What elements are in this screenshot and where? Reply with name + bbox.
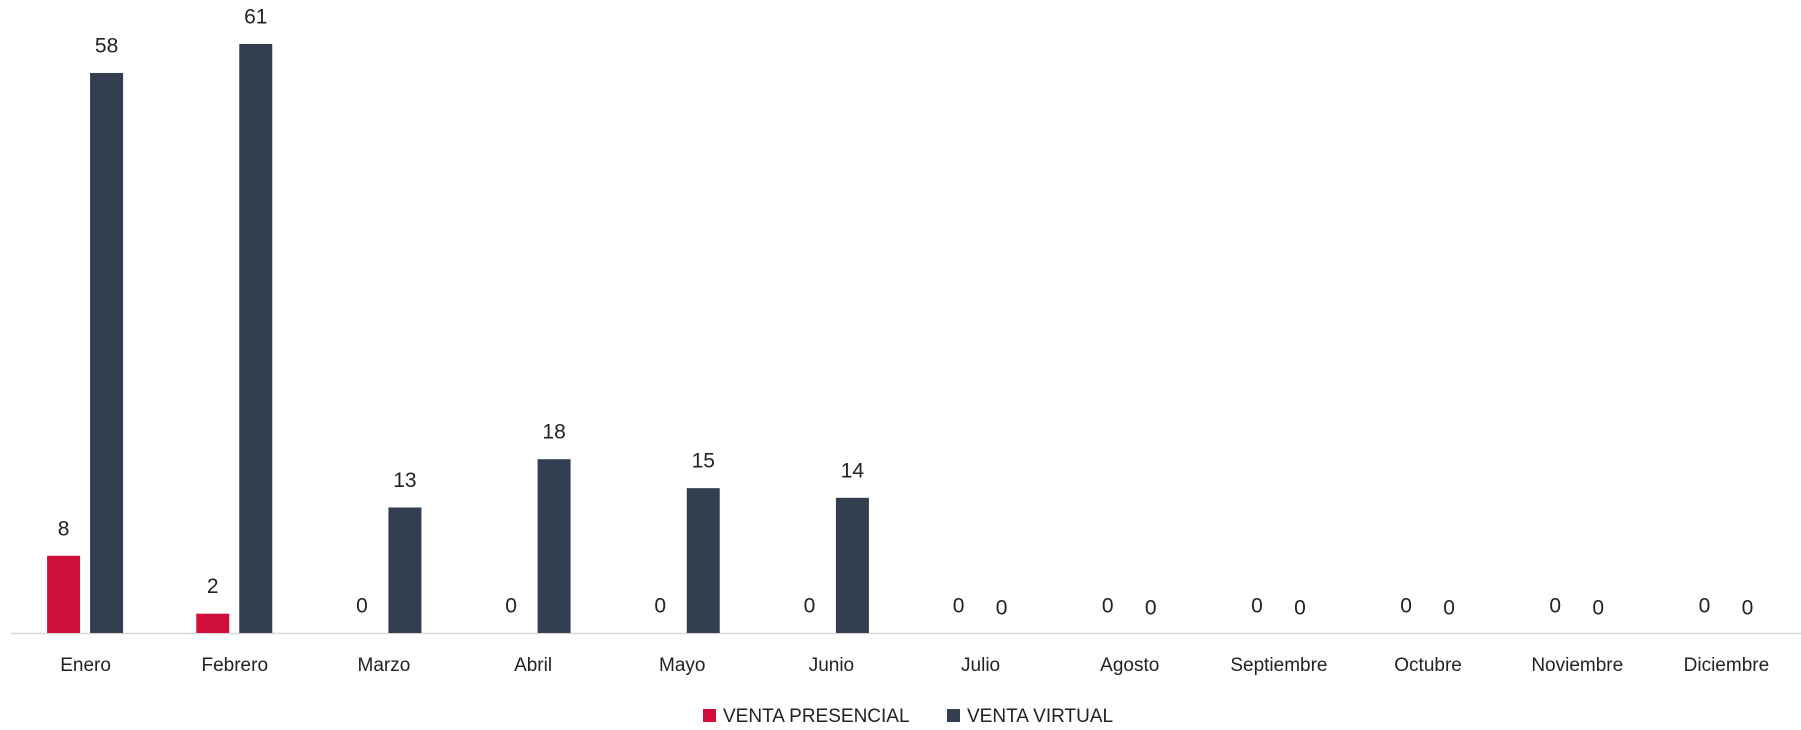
legend-label: VENTA VIRTUAL <box>967 706 1113 727</box>
data-label: 8 <box>58 517 70 540</box>
data-label: 15 <box>692 450 715 473</box>
x-tick-label: Enero <box>60 655 111 676</box>
data-label: 0 <box>1549 595 1561 618</box>
data-label: 0 <box>804 595 816 618</box>
data-label: 0 <box>1592 597 1604 620</box>
x-tick-label: Mayo <box>659 655 705 676</box>
bar <box>90 72 124 633</box>
bar <box>835 497 869 633</box>
data-label: 0 <box>1294 597 1306 620</box>
data-label: 61 <box>244 6 267 29</box>
bar <box>686 488 720 633</box>
data-label: 58 <box>95 35 118 58</box>
x-tick-label: Abril <box>514 655 552 676</box>
x-tick-label: Noviembre <box>1531 655 1623 676</box>
x-tick-label: Septiembre <box>1230 655 1327 676</box>
x-tick-label: Diciembre <box>1684 655 1770 676</box>
bar <box>239 44 273 633</box>
bar <box>47 555 81 633</box>
bar <box>388 507 422 633</box>
data-label: 0 <box>996 597 1008 620</box>
data-label: 0 <box>654 595 666 618</box>
bar <box>537 459 571 633</box>
data-label: 13 <box>393 469 416 492</box>
data-label: 0 <box>356 595 368 618</box>
x-tick-label: Agosto <box>1100 655 1159 676</box>
data-label: 0 <box>505 595 517 618</box>
x-tick-label: Julio <box>961 655 1000 676</box>
legend-swatch <box>947 709 960 722</box>
x-tick-label: Febrero <box>201 655 268 676</box>
data-label: 14 <box>841 459 865 482</box>
legend-label: VENTA PRESENCIAL <box>723 706 910 727</box>
data-label: 0 <box>1400 595 1412 618</box>
data-label: 2 <box>207 575 219 598</box>
x-tick-label: Junio <box>809 655 854 676</box>
bar <box>196 613 230 633</box>
data-label: 0 <box>1102 595 1114 618</box>
data-label: 0 <box>1251 595 1263 618</box>
data-label: 18 <box>542 421 565 444</box>
data-label: 0 <box>1742 597 1754 620</box>
x-tick-label: Marzo <box>358 655 411 676</box>
legend-swatch <box>703 709 716 722</box>
data-label: 0 <box>953 595 965 618</box>
x-tick-label: Octubre <box>1394 655 1462 676</box>
data-label: 0 <box>1699 595 1711 618</box>
data-label: 0 <box>1443 597 1455 620</box>
data-label: 0 <box>1145 597 1157 620</box>
